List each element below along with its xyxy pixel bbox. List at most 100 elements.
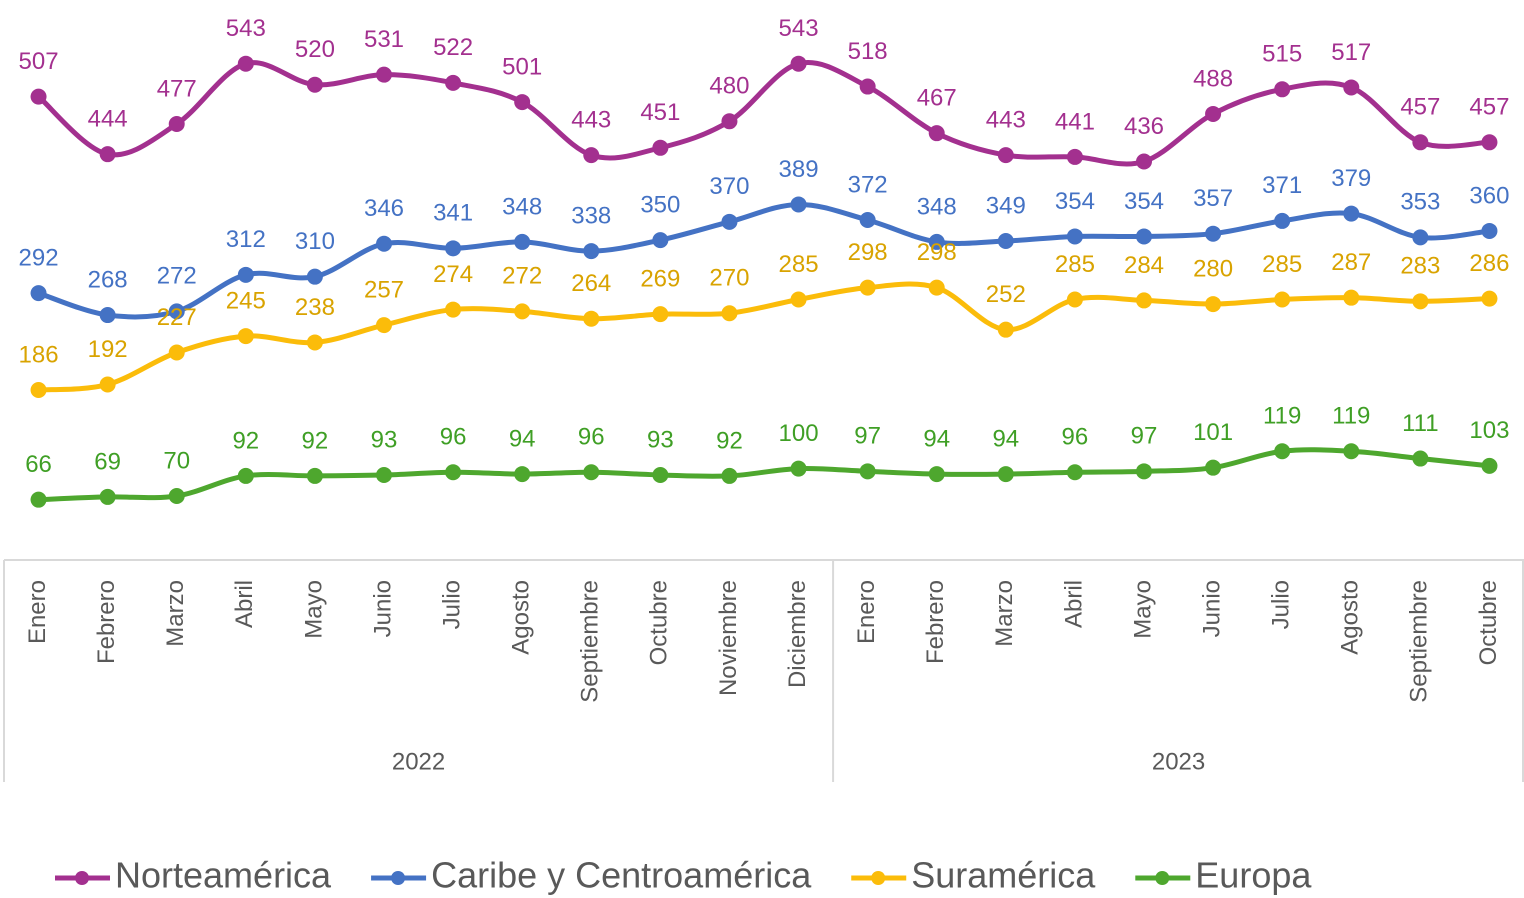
data-label: 92: [232, 427, 259, 454]
data-label: 370: [709, 173, 749, 200]
data-point: [168, 116, 185, 133]
data-label: 360: [1469, 182, 1509, 209]
data-label: 543: [226, 15, 266, 42]
data-point: [652, 232, 669, 249]
data-label: 93: [647, 426, 674, 453]
data-point: [583, 147, 600, 164]
data-point: [445, 301, 462, 318]
data-label: 270: [709, 265, 749, 292]
data-label: 488: [1193, 65, 1233, 92]
data-point: [928, 125, 945, 142]
data-label: 269: [640, 265, 680, 292]
data-point: [1066, 291, 1083, 308]
data-point: [859, 279, 876, 296]
data-label: 292: [19, 244, 59, 271]
data-label: 103: [1469, 417, 1509, 444]
series-line: [37, 201, 1490, 320]
data-point: [99, 376, 116, 393]
data-point: [237, 467, 254, 484]
data-label: 97: [1131, 423, 1158, 450]
data-label: 264: [571, 270, 611, 297]
data-point: [168, 303, 185, 320]
data-point: [790, 55, 807, 72]
data-point: [1205, 225, 1222, 242]
data-point: [376, 317, 392, 334]
data-label: 441: [1055, 108, 1095, 135]
data-point: [1136, 463, 1152, 480]
data-label: 96: [440, 424, 467, 451]
data-label: 371: [1262, 172, 1302, 199]
data-point: [997, 466, 1014, 483]
data-label: 353: [1400, 189, 1440, 216]
data-point: [1274, 81, 1291, 98]
data-label: 238: [295, 294, 335, 321]
data-label: 518: [848, 38, 888, 65]
data-point: [1274, 443, 1291, 460]
data-label: 349: [986, 192, 1026, 219]
data-label: 257: [364, 276, 404, 303]
data-label: 284: [1124, 252, 1164, 279]
data-point: [514, 94, 531, 111]
data-point: [1343, 289, 1360, 306]
data-label: 245: [226, 287, 266, 314]
data-label: 338: [571, 202, 611, 229]
data-label: 522: [433, 34, 473, 61]
data-label: 96: [1062, 424, 1089, 451]
data-point: [237, 55, 254, 72]
data-label: 274: [433, 261, 473, 288]
data-point: [1136, 153, 1152, 170]
x-group-label: 2022: [392, 748, 445, 775]
data-label: 119: [1263, 403, 1301, 430]
data-point: [445, 240, 462, 257]
data-point: [721, 305, 738, 322]
data-point: [721, 213, 738, 230]
data-point: [1412, 450, 1429, 467]
legend-label: Europa: [1195, 855, 1312, 896]
data-point: [514, 303, 531, 320]
data-point: [721, 467, 738, 484]
data-point: [237, 266, 254, 283]
data-point: [1274, 212, 1291, 229]
data-label: 192: [88, 336, 128, 363]
x-tick-label: Marzo: [991, 580, 1018, 647]
x-tick-label: Agosto: [1337, 580, 1364, 655]
data-label: 96: [578, 424, 605, 451]
data-point: [583, 464, 600, 481]
legend-marker: [1155, 871, 1170, 885]
data-point: [99, 488, 116, 505]
data-label: 94: [509, 425, 536, 452]
data-label: 283: [1400, 253, 1440, 280]
x-tick-label: Mayo: [1129, 580, 1156, 639]
data-point: [1205, 296, 1222, 313]
data-label: 93: [371, 426, 398, 453]
data-point: [997, 321, 1014, 338]
data-point: [445, 74, 462, 91]
data-point: [376, 66, 392, 83]
legend-label: Suramérica: [911, 855, 1096, 896]
data-label: 287: [1331, 249, 1371, 276]
data-point: [1343, 205, 1360, 222]
data-label: 501: [502, 53, 542, 80]
data-label: 101: [1193, 419, 1233, 446]
x-tick-label: Julio: [1268, 580, 1295, 629]
x-tick-label: Julio: [438, 580, 465, 629]
data-label: 97: [854, 423, 881, 450]
x-tick-label: Abril: [231, 580, 258, 628]
data-label: 480: [709, 73, 749, 100]
data-label: 285: [779, 251, 819, 278]
data-point: [1274, 291, 1291, 308]
data-label: 298: [848, 239, 888, 266]
data-label: 286: [1469, 250, 1509, 277]
data-label: 372: [848, 171, 888, 198]
data-point: [790, 291, 807, 308]
data-point: [1066, 148, 1083, 165]
x-tick-label: Octubre: [646, 580, 673, 665]
x-tick-label: Enero: [853, 580, 880, 644]
data-point: [583, 310, 600, 327]
series-line: [36, 60, 1490, 167]
data-point: [306, 467, 323, 484]
x-tick-label: Febrero: [93, 580, 120, 664]
data-label: 119: [1332, 403, 1370, 430]
data-point: [928, 279, 945, 296]
